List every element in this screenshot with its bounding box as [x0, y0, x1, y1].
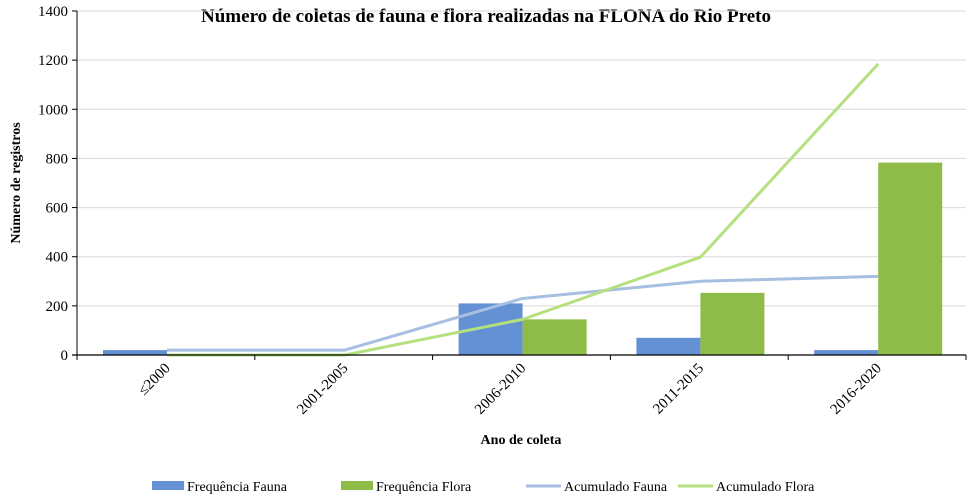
y-tick-label: 200 — [46, 299, 69, 315]
line — [167, 274, 879, 352]
y-tick-label: 800 — [46, 151, 69, 167]
y-tick-label: 400 — [46, 250, 69, 266]
bar — [522, 319, 587, 355]
y-axis-label: Número de registros — [9, 122, 24, 244]
bar — [636, 337, 701, 355]
y-tick-label: 1200 — [38, 53, 68, 69]
bar — [814, 350, 879, 355]
gridlines — [77, 10, 966, 307]
y-tick-label: 600 — [46, 201, 69, 217]
x-axis-label: Ano de coleta — [481, 433, 562, 448]
x-tick-label: ≤2000 — [135, 361, 173, 399]
y-tick-label: 1000 — [38, 102, 68, 118]
chart-title: Número de coletas de fauna e flora reali… — [201, 6, 771, 27]
x-tick-label: 2016-2020 — [828, 361, 885, 418]
legend-swatch — [341, 481, 373, 490]
bar-series — [103, 162, 943, 355]
bar — [103, 350, 167, 355]
legend-label: Frequência Flora — [376, 480, 472, 495]
bar — [878, 162, 943, 355]
legend-label: Acumulado Flora — [716, 480, 815, 495]
axes — [72, 11, 966, 360]
x-tick-label: 2001-2005 — [294, 361, 351, 418]
y-tick-label: 0 — [61, 348, 69, 364]
legend: Frequência Fauna Frequência Flora Acumulad… — [152, 480, 815, 495]
bar — [700, 292, 765, 355]
legend-label: Acumulado Fauna — [564, 480, 668, 495]
x-axis-ticks: ≤2000 2001-2005 2006-2010 2011-2015 2016-202… — [76, 355, 967, 418]
legend-swatch — [152, 481, 184, 490]
y-axis-ticks: 0 200 400 600 800 1000 1200 1400 — [38, 4, 77, 364]
legend-label: Frequência Fauna — [187, 480, 288, 495]
y-tick-label: 1400 — [38, 4, 68, 20]
x-tick-label: 2011-2015 — [650, 361, 707, 418]
x-tick-label: 2006-2010 — [472, 361, 529, 418]
